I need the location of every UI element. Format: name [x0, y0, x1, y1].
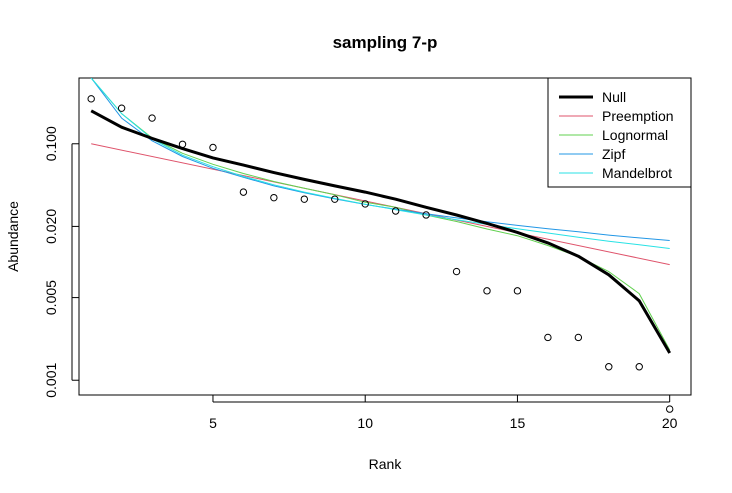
y-axis-label: Abundance: [5, 201, 21, 272]
data-point: [635, 363, 643, 371]
data-point: [452, 267, 461, 276]
data-point: [665, 405, 674, 413]
x-tick-label: 10: [357, 415, 373, 431]
data-point: [483, 287, 491, 295]
legend-label: Null: [602, 89, 626, 105]
data-point: [300, 195, 309, 203]
data-point: [605, 363, 613, 371]
y-tick-label: 0.005: [43, 280, 59, 315]
x-tick-label: 5: [209, 415, 217, 431]
x-axis: 5 10 15 20: [209, 395, 678, 431]
data-point: [209, 143, 217, 152]
data-point: [331, 195, 339, 203]
x-axis-label: Rank: [369, 456, 403, 472]
plot-frame: [78, 77, 692, 396]
y-tick-label: 0.100: [43, 126, 59, 161]
data-point: [513, 287, 522, 295]
data-point: [391, 207, 400, 215]
data-point: [574, 333, 583, 342]
y-tick-label: 0.001: [43, 363, 59, 398]
data-point: [87, 95, 95, 103]
y-tick-label: 0.020: [43, 209, 59, 244]
data-point: [148, 114, 156, 122]
series-line-preemption: [91, 143, 670, 266]
series-lines: [90, 78, 671, 354]
data-point: [544, 333, 552, 342]
data-point: [422, 211, 430, 219]
legend-label: Mandelbrot: [602, 165, 672, 181]
data-point: [117, 104, 126, 112]
legend-label: Lognormal: [602, 127, 668, 143]
x-tick-label: 20: [662, 415, 678, 431]
x-tick-label: 15: [510, 415, 526, 431]
data-point: [239, 188, 248, 196]
data-point: [178, 140, 187, 148]
legend-label: Zipf: [602, 146, 625, 162]
data-point: [361, 200, 369, 208]
data-points: [87, 95, 674, 413]
legend-label: Preemption: [602, 108, 674, 124]
series-line-null: [90, 109, 671, 354]
y-axis: 0.001 0.005 0.020 0.100: [43, 126, 79, 398]
chart-title: sampling 7-p: [333, 33, 438, 52]
legend: Null Preemption Lognormal Zipf Mandelbrot: [547, 77, 692, 188]
data-point: [270, 193, 278, 202]
series-line-mandelbrot: [90, 78, 670, 249]
